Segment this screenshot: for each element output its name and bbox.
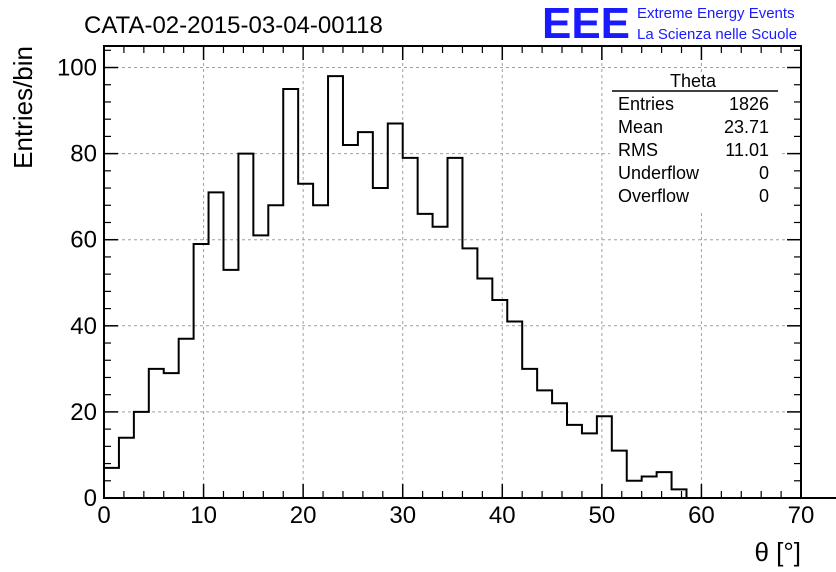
stats-label: Overflow xyxy=(618,186,690,206)
axis-ticks xyxy=(103,46,802,499)
stats-rows: Entries 1826 Mean 23.71 RMS 11.01 Underflow 0 Ov… xyxy=(618,94,769,206)
logo-subtitle-1: Extreme Energy Events xyxy=(637,5,795,22)
y-tick-label: 0 xyxy=(84,485,97,512)
x-tick-label: 10 xyxy=(190,502,217,529)
stats-label: RMS xyxy=(618,140,658,160)
x-tick-label: 0 xyxy=(97,502,110,529)
stats-title: Theta xyxy=(670,71,717,91)
stats-value: 11.01 xyxy=(725,140,769,160)
y-tick-label: 20 xyxy=(70,399,97,426)
stats-value: 23.71 xyxy=(724,117,769,137)
eee-logo: EEE xyxy=(542,0,630,48)
x-tick-label: 20 xyxy=(290,502,317,529)
x-axis-label: θ [°] xyxy=(754,537,801,567)
stats-value: 1826 xyxy=(729,94,769,114)
stats-box: Theta Entries 1826 Mean 23.71 RMS 11.01 Underf… xyxy=(610,71,780,212)
plot-area: 0 10 20 30 40 50 60 70 0 20 40 60 80 100 xyxy=(57,45,836,529)
x-tick-labels: 0 10 20 30 40 50 60 70 xyxy=(97,502,814,529)
x-tick-label: 40 xyxy=(489,502,516,529)
logo-subtitle-2: La Scienza nelle Scuole xyxy=(637,26,797,43)
chart-title: CATA-02-2015-03-04-00118 xyxy=(84,12,383,39)
stats-label: Entries xyxy=(618,94,674,114)
x-tick-label: 70 xyxy=(788,502,815,529)
y-tick-label: 80 xyxy=(70,141,97,168)
stats-value: 0 xyxy=(759,163,769,183)
y-axis-label: Entries/bin xyxy=(8,46,38,169)
x-tick-label: 60 xyxy=(688,502,715,529)
x-tick-label: 30 xyxy=(389,502,416,529)
y-tick-labels: 0 20 40 60 80 100 xyxy=(57,55,97,512)
stats-box-bg xyxy=(610,72,780,212)
y-tick-label: 60 xyxy=(70,227,97,254)
x-tick-label: 50 xyxy=(589,502,616,529)
plot-frame xyxy=(103,45,802,499)
stats-label: Mean xyxy=(618,117,663,137)
grid-lines xyxy=(104,46,801,498)
y-tick-label: 40 xyxy=(70,313,97,340)
stats-label: Underflow xyxy=(618,163,700,183)
stats-value: 0 xyxy=(759,186,769,206)
y-tick-label: 100 xyxy=(57,55,97,82)
